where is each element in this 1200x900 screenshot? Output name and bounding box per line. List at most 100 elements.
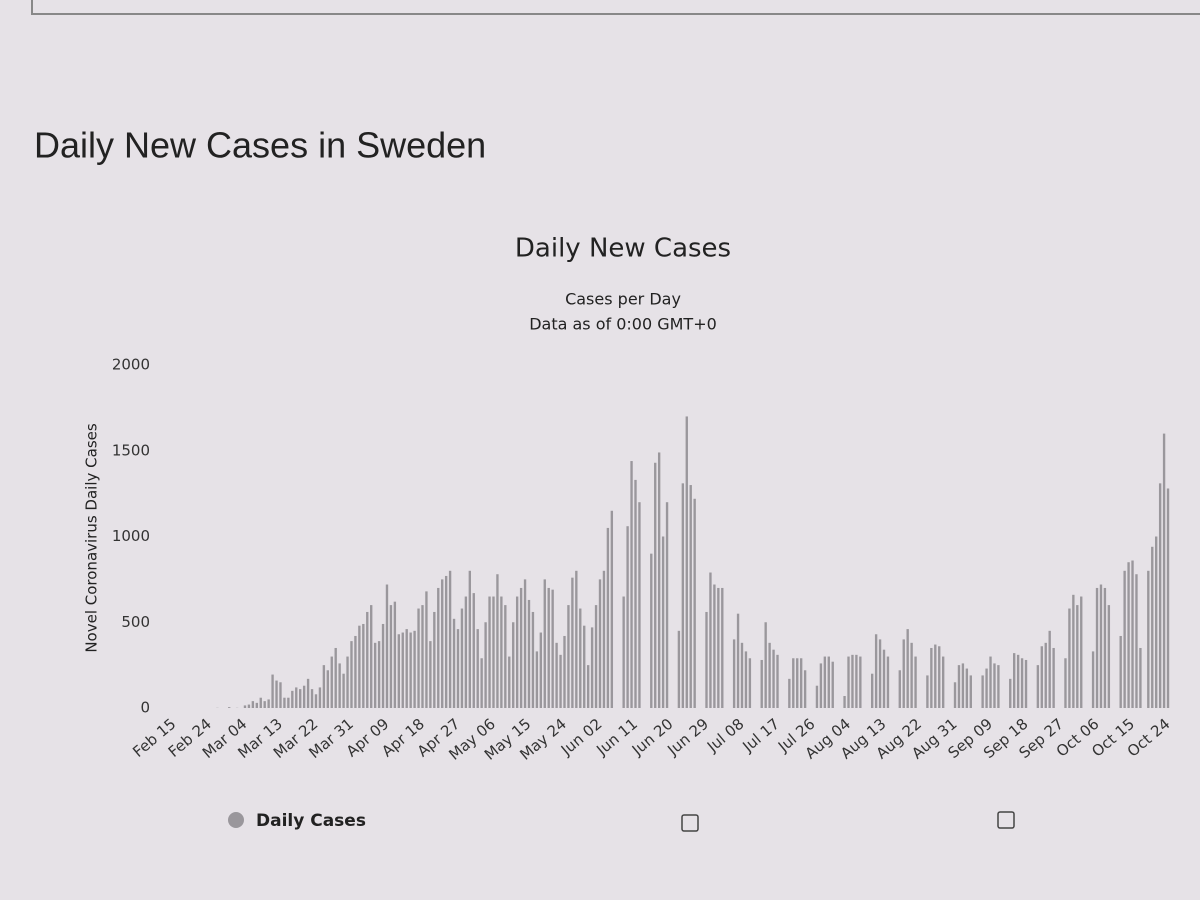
- bar: [965, 668, 969, 708]
- y-tick-label: 1500: [112, 441, 150, 459]
- bar: [247, 704, 251, 708]
- bar: [563, 635, 566, 708]
- bar: [772, 649, 775, 708]
- bar: [610, 510, 614, 708]
- bar: [803, 670, 807, 708]
- bar: [358, 625, 361, 708]
- bar: [350, 641, 353, 708]
- bar: [334, 647, 337, 708]
- bar: [654, 462, 657, 708]
- bar: [559, 654, 562, 708]
- bar: [385, 584, 389, 708]
- bar: [681, 483, 685, 708]
- bar: [717, 587, 720, 708]
- bar: [1127, 562, 1130, 708]
- bar: [362, 623, 365, 708]
- bar: [622, 596, 625, 708]
- bar: [823, 656, 827, 708]
- bar: [689, 485, 692, 708]
- bar: [1151, 546, 1154, 708]
- y-tick-label: 2000: [112, 356, 150, 374]
- bar: [287, 697, 290, 708]
- bar: [736, 613, 740, 708]
- bar: [1147, 570, 1150, 708]
- bar: [1016, 654, 1020, 708]
- bar: [547, 587, 550, 708]
- bar: [326, 670, 329, 708]
- bar: [468, 570, 472, 708]
- bar: [255, 702, 258, 708]
- bar: [370, 605, 373, 708]
- bar: [527, 599, 531, 708]
- bar: [1036, 665, 1040, 708]
- bar: [815, 685, 819, 708]
- bar: [626, 526, 629, 708]
- bar: [1072, 594, 1075, 708]
- bar: [1064, 658, 1067, 708]
- bar: [535, 651, 539, 708]
- bar: [748, 658, 752, 708]
- bar: [508, 656, 511, 708]
- bar: [1044, 642, 1047, 708]
- bar: [1107, 605, 1111, 708]
- bar: [1155, 536, 1158, 708]
- bar: [1052, 647, 1055, 708]
- bar: [693, 498, 696, 708]
- bar: [460, 608, 464, 708]
- bar: [764, 622, 767, 708]
- bar: [389, 605, 393, 708]
- bar: [989, 656, 992, 708]
- bar: [283, 697, 286, 708]
- bar: [259, 697, 262, 708]
- y-tick-label: 1000: [112, 527, 150, 545]
- bar: [586, 665, 590, 708]
- bar: [346, 656, 349, 708]
- checkbox[interactable]: [997, 811, 1015, 829]
- bar: [456, 629, 460, 708]
- legend-marker: [228, 812, 244, 828]
- checkbox[interactable]: [681, 814, 699, 832]
- bar: [870, 673, 874, 708]
- bar: [401, 632, 404, 708]
- bar: [1048, 630, 1051, 708]
- bar: [851, 654, 854, 708]
- bar: [409, 632, 412, 708]
- bar: [484, 622, 487, 708]
- bar: [275, 680, 278, 708]
- bar: [318, 687, 322, 708]
- bar: [1135, 574, 1138, 708]
- bar: [819, 663, 823, 708]
- bar: [515, 596, 519, 708]
- bar: [792, 658, 795, 708]
- bar: [299, 689, 302, 708]
- legend-label: Daily Cases: [256, 811, 366, 831]
- bar: [267, 699, 270, 708]
- bar: [1123, 570, 1126, 708]
- bar: [1068, 608, 1071, 708]
- bar: [421, 605, 424, 708]
- bar: [373, 642, 377, 708]
- bar: [452, 618, 456, 708]
- bar: [796, 658, 799, 708]
- bar: [859, 656, 862, 708]
- bar: [476, 629, 479, 708]
- bar: [417, 608, 420, 708]
- bar: [910, 642, 913, 708]
- bar: [413, 630, 416, 708]
- bar: [472, 593, 475, 708]
- bar: [709, 572, 712, 708]
- bar: [827, 656, 830, 708]
- bar: [705, 611, 708, 708]
- bar: [429, 641, 432, 708]
- bar: [902, 639, 905, 708]
- bar: [464, 596, 468, 708]
- bar: [377, 641, 381, 708]
- bar: [523, 579, 527, 708]
- bar: [338, 663, 341, 708]
- bar: [677, 630, 681, 708]
- bar: [906, 629, 909, 708]
- bar: [1013, 653, 1016, 708]
- bar: [740, 642, 744, 708]
- bar: [575, 570, 578, 708]
- bar: [539, 632, 543, 708]
